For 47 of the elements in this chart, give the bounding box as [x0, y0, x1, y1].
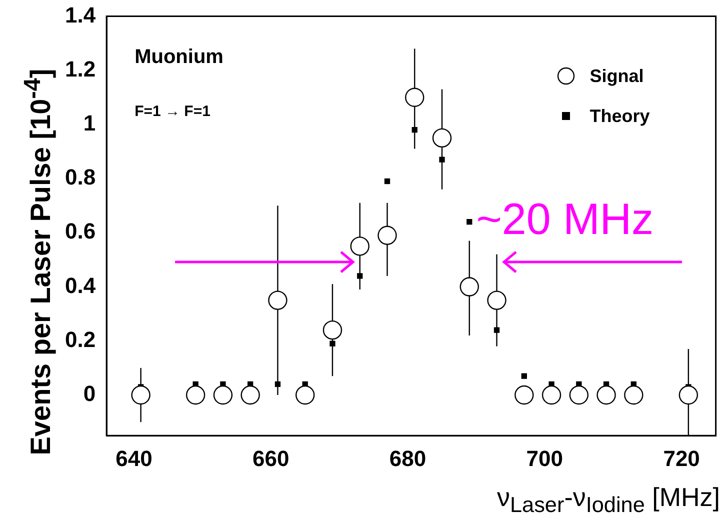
point: [350, 236, 370, 256]
point: [274, 381, 281, 388]
y-tick-label: 1.4: [64, 2, 96, 28]
x-tick-label: 720: [663, 446, 700, 471]
legend-label: Signal: [590, 66, 644, 87]
y-tick-label: 0: [83, 381, 96, 406]
point: [466, 219, 472, 225]
point: [521, 373, 527, 379]
annotation: Muonium: [134, 46, 224, 70]
point: [678, 385, 698, 405]
point: [213, 385, 233, 405]
y-tick-label: 1.2: [64, 56, 96, 82]
point: [357, 273, 363, 279]
x-tick-label: 640: [116, 446, 152, 471]
point: [542, 385, 562, 405]
point: [514, 385, 534, 405]
x-tick-label: 680: [389, 446, 426, 471]
point: [432, 128, 452, 148]
point: [412, 127, 418, 133]
point: [405, 88, 424, 107]
point: [186, 385, 206, 405]
point: [596, 385, 616, 405]
point: [487, 290, 506, 310]
y-tick-label: 0.4: [64, 272, 96, 298]
annotation: ~20 MHz: [476, 194, 654, 245]
y-tick-label: 0.2: [64, 326, 96, 352]
x-tick-label: 700: [526, 446, 564, 471]
point: [378, 226, 397, 245]
point: [494, 327, 500, 333]
point: [460, 277, 479, 296]
point: [439, 156, 445, 162]
point: [131, 385, 150, 405]
point: [240, 385, 260, 405]
point: [330, 340, 336, 346]
annotation: F=1 → F=1: [134, 103, 210, 120]
y-tick-label: 0.6: [64, 218, 96, 244]
x-tick-label: 660: [252, 446, 290, 471]
y-tick-label: 0.8: [64, 164, 96, 190]
x-axis-title: ν$_{Laser}$-ν$_{Iodine}$ [MHz]: [497, 482, 720, 514]
point: [322, 320, 342, 340]
point: [268, 290, 288, 310]
point: [295, 385, 315, 405]
y-tick-label: 1: [83, 110, 96, 136]
legend-label: Theory: [590, 106, 650, 127]
point: [569, 385, 588, 405]
point: [624, 385, 644, 405]
point: [384, 178, 390, 184]
